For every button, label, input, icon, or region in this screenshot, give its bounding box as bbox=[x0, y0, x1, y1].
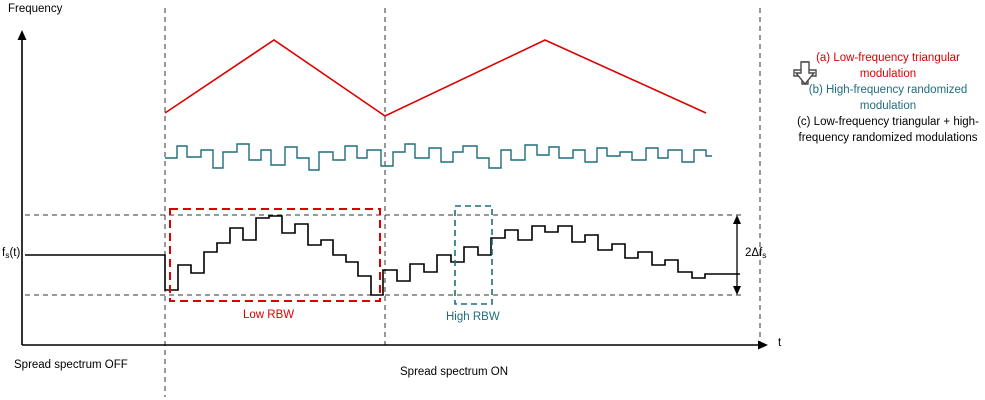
delta-subscript: s bbox=[762, 250, 767, 260]
fs-level-label: fs(t) bbox=[2, 247, 20, 260]
low-rbw-box bbox=[169, 208, 381, 302]
fs-base: f bbox=[2, 247, 6, 259]
spread-spectrum-on-label: Spread spectrum ON bbox=[400, 366, 509, 378]
y-axis-label: Frequency bbox=[8, 3, 63, 15]
spread-spectrum-off-label: Spread spectrum OFF bbox=[14, 359, 128, 371]
high-rbw-label: High RBW bbox=[446, 311, 500, 323]
randomized-modulation-wave bbox=[165, 143, 712, 171]
legend-item-c: (c) Low-frequency triangular + high-freq… bbox=[797, 116, 979, 145]
triangular-modulation-wave bbox=[164, 39, 707, 117]
fs-subscript: s bbox=[5, 250, 10, 260]
high-rbw-box bbox=[454, 205, 493, 305]
low-rbw-label: Low RBW bbox=[243, 309, 295, 321]
deviation-label: 2Δfs bbox=[745, 247, 767, 260]
combined-modulation-wave bbox=[25, 215, 740, 296]
fs-rest: (t) bbox=[9, 247, 21, 259]
deviation-arrowhead-top bbox=[733, 215, 741, 224]
legend-item-a: (a) Low-frequency triangular modulation bbox=[816, 52, 960, 81]
delta-base: 2Δf bbox=[745, 247, 763, 259]
y-axis-arrowhead bbox=[17, 30, 27, 40]
x-axis-label: t bbox=[778, 337, 782, 349]
deviation-arrowhead-bottom bbox=[733, 286, 741, 295]
x-axis-arrowhead bbox=[758, 340, 768, 350]
legend-item-b: (b) High-frequency randomized modulation bbox=[808, 84, 968, 113]
legend: (a) Low-frequency triangular modulation … bbox=[792, 50, 984, 147]
down-arrow-icon bbox=[794, 61, 816, 86]
